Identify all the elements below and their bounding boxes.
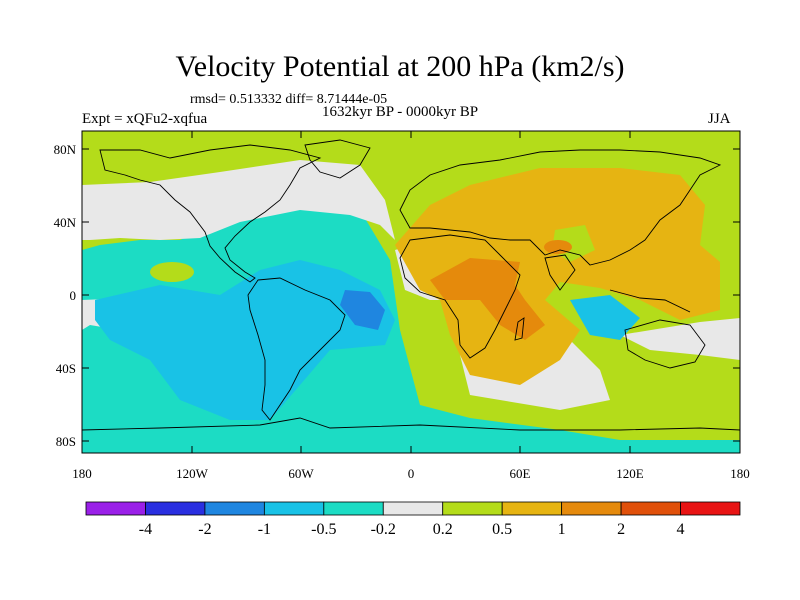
colorbar-swatch xyxy=(680,501,741,516)
colorbar-label: 2 xyxy=(617,521,625,538)
field-cyan-samerica xyxy=(95,260,395,420)
lon-label-60e: 60E xyxy=(510,466,531,481)
field-grey-pacific xyxy=(620,318,740,360)
colorbar-label: 4 xyxy=(677,521,685,538)
colorbar-label: 0.5 xyxy=(492,521,512,538)
coastlines xyxy=(82,139,740,431)
colorbar-label: -1 xyxy=(258,521,271,538)
colorbar-swatch xyxy=(323,501,384,516)
colorbar-swatch xyxy=(204,501,265,516)
colorbar-label: -2 xyxy=(198,521,211,538)
lat-tickmarks xyxy=(82,148,740,442)
colorbar-swatch xyxy=(85,501,146,516)
colorbar-label: -0.5 xyxy=(311,521,336,538)
experiment-label: Expt = xQFu2-xqfua xyxy=(82,111,208,127)
period-label: 1632kyr BP - 0000kyr BP xyxy=(322,104,479,120)
field-darkorange-small xyxy=(544,240,572,254)
lat-label-40s: 40S xyxy=(56,361,76,376)
field-blue-min xyxy=(340,290,385,330)
lat-label-0: 0 xyxy=(70,288,77,303)
field-cyan-indian xyxy=(570,295,640,340)
field-green-blob xyxy=(150,262,194,282)
colorbar-swatch xyxy=(145,501,206,516)
colorbar-swatch xyxy=(620,501,681,516)
lon-label-180e: 180 xyxy=(730,466,750,481)
season-label: JJA xyxy=(708,111,731,127)
colorbar-label: -0.2 xyxy=(371,521,396,538)
lon-label-180w: 180 xyxy=(72,466,92,481)
lat-label-80s: 80S xyxy=(56,434,76,449)
colorbar-swatch xyxy=(561,501,622,516)
colorbar-swatch xyxy=(442,501,503,516)
colorbar: -4 -2 -1 -0.5 -0.2 0.2 0.5 1 2 4 xyxy=(85,501,741,538)
field-darkorange xyxy=(430,258,545,340)
colorbar-swatch xyxy=(382,501,444,516)
field-grey-north xyxy=(82,160,395,240)
map-panel xyxy=(82,131,740,453)
lon-tickmarks xyxy=(81,131,741,453)
colorbar-swatch xyxy=(501,501,563,516)
lat-label-80n: 80N xyxy=(54,142,77,157)
stats-text: rmsd= 0.513332 diff= 8.71444e-05 xyxy=(190,92,388,107)
lon-label-120e: 120E xyxy=(616,466,644,481)
colorbar-label: 0.2 xyxy=(433,521,453,538)
lon-label-60w: 60W xyxy=(288,466,314,481)
lat-label-40n: 40N xyxy=(54,215,77,230)
field-orange xyxy=(395,168,720,385)
map-title: Velocity Potential at 200 hPa (km2/s) xyxy=(175,50,625,83)
colorbar-label: 1 xyxy=(558,521,566,538)
lon-label-120w: 120W xyxy=(176,466,209,481)
colorbar-swatch xyxy=(263,501,325,516)
colorbar-label: -4 xyxy=(139,521,152,538)
lon-label-0: 0 xyxy=(408,466,415,481)
